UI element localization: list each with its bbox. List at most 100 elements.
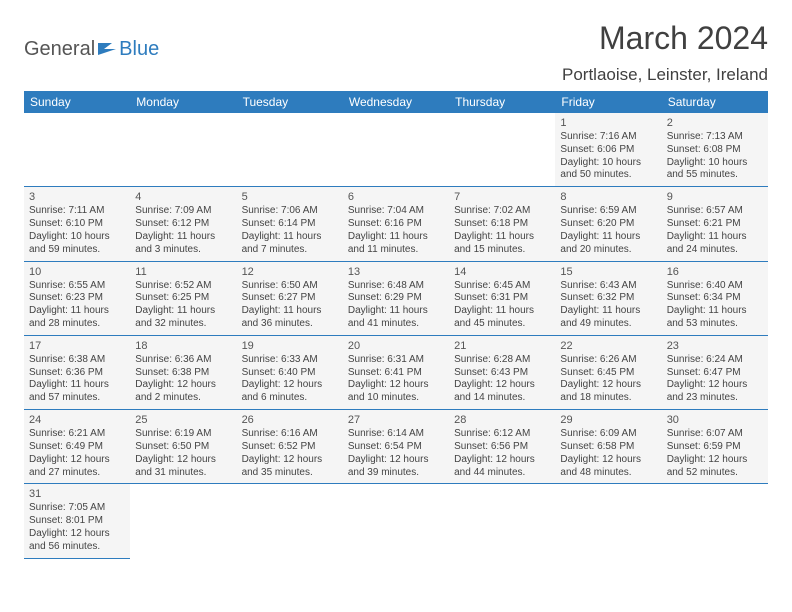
day-number: 6 bbox=[348, 190, 444, 204]
sunrise-text: Sunrise: 7:11 AM bbox=[29, 205, 125, 218]
sunset-text: Sunset: 6:59 PM bbox=[667, 441, 763, 454]
day-number: 16 bbox=[667, 265, 763, 279]
calendar-cell: 11Sunrise: 6:52 AMSunset: 6:25 PMDayligh… bbox=[130, 261, 236, 335]
sunset-text: Sunset: 6:08 PM bbox=[667, 144, 763, 157]
daylight-text-2: and 3 minutes. bbox=[135, 244, 231, 257]
daylight-text-1: Daylight: 11 hours bbox=[135, 231, 231, 244]
sunset-text: Sunset: 6:32 PM bbox=[560, 292, 656, 305]
sunset-text: Sunset: 6:34 PM bbox=[667, 292, 763, 305]
daylight-text-1: Daylight: 11 hours bbox=[242, 305, 338, 318]
sunset-text: Sunset: 6:45 PM bbox=[560, 367, 656, 380]
calendar-cell: 18Sunrise: 6:36 AMSunset: 6:38 PMDayligh… bbox=[130, 335, 236, 409]
calendar-cell bbox=[237, 484, 343, 558]
sunrise-text: Sunrise: 6:48 AM bbox=[348, 280, 444, 293]
sunrise-text: Sunrise: 6:31 AM bbox=[348, 354, 444, 367]
sunset-text: Sunset: 6:52 PM bbox=[242, 441, 338, 454]
calendar-cell: 27Sunrise: 6:14 AMSunset: 6:54 PMDayligh… bbox=[343, 410, 449, 484]
sunrise-text: Sunrise: 6:36 AM bbox=[135, 354, 231, 367]
sunrise-text: Sunrise: 7:06 AM bbox=[242, 205, 338, 218]
sunrise-text: Sunrise: 6:45 AM bbox=[454, 280, 550, 293]
daylight-text-2: and 45 minutes. bbox=[454, 318, 550, 331]
sunrise-text: Sunrise: 6:21 AM bbox=[29, 428, 125, 441]
sunset-text: Sunset: 6:27 PM bbox=[242, 292, 338, 305]
brand-blue: Blue bbox=[119, 38, 159, 61]
daylight-text-2: and 2 minutes. bbox=[135, 392, 231, 405]
calendar-cell: 8Sunrise: 6:59 AMSunset: 6:20 PMDaylight… bbox=[555, 187, 661, 261]
daylight-text-1: Daylight: 12 hours bbox=[348, 379, 444, 392]
day-header: Tuesday bbox=[237, 91, 343, 113]
calendar-cell: 5Sunrise: 7:06 AMSunset: 6:14 PMDaylight… bbox=[237, 187, 343, 261]
day-number: 22 bbox=[560, 339, 656, 353]
sunrise-text: Sunrise: 6:12 AM bbox=[454, 428, 550, 441]
day-number: 20 bbox=[348, 339, 444, 353]
sunset-text: Sunset: 6:29 PM bbox=[348, 292, 444, 305]
daylight-text-1: Daylight: 12 hours bbox=[560, 454, 656, 467]
sunset-text: Sunset: 6:58 PM bbox=[560, 441, 656, 454]
day-number: 31 bbox=[29, 487, 125, 501]
calendar-cell: 3Sunrise: 7:11 AMSunset: 6:10 PMDaylight… bbox=[24, 187, 130, 261]
day-header: Saturday bbox=[662, 91, 768, 113]
daylight-text-1: Daylight: 12 hours bbox=[454, 379, 550, 392]
day-header: Wednesday bbox=[343, 91, 449, 113]
calendar-cell: 6Sunrise: 7:04 AMSunset: 6:16 PMDaylight… bbox=[343, 187, 449, 261]
calendar-cell: 24Sunrise: 6:21 AMSunset: 6:49 PMDayligh… bbox=[24, 410, 130, 484]
day-number: 17 bbox=[29, 339, 125, 353]
daylight-text-2: and 56 minutes. bbox=[29, 541, 125, 554]
day-header: Monday bbox=[130, 91, 236, 113]
calendar-cell: 1Sunrise: 7:16 AMSunset: 6:06 PMDaylight… bbox=[555, 113, 661, 187]
daylight-text-1: Daylight: 12 hours bbox=[135, 454, 231, 467]
calendar-row: 17Sunrise: 6:38 AMSunset: 6:36 PMDayligh… bbox=[24, 335, 768, 409]
day-number: 8 bbox=[560, 190, 656, 204]
sunrise-text: Sunrise: 7:16 AM bbox=[560, 131, 656, 144]
daylight-text-1: Daylight: 11 hours bbox=[560, 231, 656, 244]
calendar-cell: 30Sunrise: 6:07 AMSunset: 6:59 PMDayligh… bbox=[662, 410, 768, 484]
sunset-text: Sunset: 6:56 PM bbox=[454, 441, 550, 454]
sunset-text: Sunset: 8:01 PM bbox=[29, 515, 125, 528]
calendar-cell bbox=[555, 484, 661, 558]
sunset-text: Sunset: 6:18 PM bbox=[454, 218, 550, 231]
daylight-text-2: and 52 minutes. bbox=[667, 467, 763, 480]
calendar-cell: 22Sunrise: 6:26 AMSunset: 6:45 PMDayligh… bbox=[555, 335, 661, 409]
sunrise-text: Sunrise: 6:19 AM bbox=[135, 428, 231, 441]
sunset-text: Sunset: 6:38 PM bbox=[135, 367, 231, 380]
day-header: Friday bbox=[555, 91, 661, 113]
sunset-text: Sunset: 6:41 PM bbox=[348, 367, 444, 380]
day-number: 5 bbox=[242, 190, 338, 204]
day-number: 25 bbox=[135, 413, 231, 427]
daylight-text-1: Daylight: 11 hours bbox=[29, 379, 125, 392]
day-header-row: SundayMondayTuesdayWednesdayThursdayFrid… bbox=[24, 91, 768, 113]
sunrise-text: Sunrise: 6:09 AM bbox=[560, 428, 656, 441]
sunset-text: Sunset: 6:36 PM bbox=[29, 367, 125, 380]
daylight-text-2: and 48 minutes. bbox=[560, 467, 656, 480]
sunrise-text: Sunrise: 6:40 AM bbox=[667, 280, 763, 293]
daylight-text-2: and 59 minutes. bbox=[29, 244, 125, 257]
sunset-text: Sunset: 6:21 PM bbox=[667, 218, 763, 231]
month-title: March 2024 bbox=[599, 20, 768, 57]
sunset-text: Sunset: 6:31 PM bbox=[454, 292, 550, 305]
day-number: 23 bbox=[667, 339, 763, 353]
sunrise-text: Sunrise: 7:02 AM bbox=[454, 205, 550, 218]
daylight-text-1: Daylight: 11 hours bbox=[242, 231, 338, 244]
daylight-text-1: Daylight: 12 hours bbox=[560, 379, 656, 392]
daylight-text-2: and 24 minutes. bbox=[667, 244, 763, 257]
calendar-cell bbox=[237, 113, 343, 187]
sunset-text: Sunset: 6:14 PM bbox=[242, 218, 338, 231]
daylight-text-1: Daylight: 12 hours bbox=[135, 379, 231, 392]
calendar-cell: 19Sunrise: 6:33 AMSunset: 6:40 PMDayligh… bbox=[237, 335, 343, 409]
sunrise-text: Sunrise: 6:28 AM bbox=[454, 354, 550, 367]
calendar-cell bbox=[662, 484, 768, 558]
daylight-text-1: Daylight: 12 hours bbox=[29, 454, 125, 467]
daylight-text-1: Daylight: 11 hours bbox=[29, 305, 125, 318]
daylight-text-2: and 6 minutes. bbox=[242, 392, 338, 405]
daylight-text-1: Daylight: 10 hours bbox=[29, 231, 125, 244]
day-number: 24 bbox=[29, 413, 125, 427]
day-number: 12 bbox=[242, 265, 338, 279]
sunrise-text: Sunrise: 6:07 AM bbox=[667, 428, 763, 441]
daylight-text-2: and 57 minutes. bbox=[29, 392, 125, 405]
daylight-text-2: and 11 minutes. bbox=[348, 244, 444, 257]
sunset-text: Sunset: 6:47 PM bbox=[667, 367, 763, 380]
calendar-row: 31Sunrise: 7:05 AMSunset: 8:01 PMDayligh… bbox=[24, 484, 768, 558]
day-number: 11 bbox=[135, 265, 231, 279]
calendar-cell: 20Sunrise: 6:31 AMSunset: 6:41 PMDayligh… bbox=[343, 335, 449, 409]
day-number: 9 bbox=[667, 190, 763, 204]
